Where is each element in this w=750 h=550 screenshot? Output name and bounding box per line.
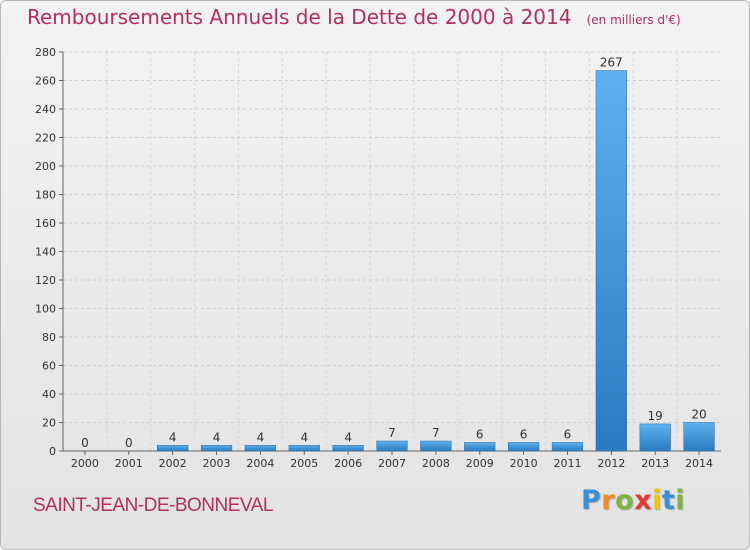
y-tick-label: 280 — [35, 46, 56, 59]
chart-title: Remboursements Annuels de la Dette de 20… — [27, 5, 572, 29]
x-tick-label: 2001 — [115, 457, 143, 470]
bar-value-label: 6 — [476, 427, 484, 441]
y-tick-label: 140 — [35, 246, 56, 259]
bars — [157, 70, 715, 452]
y-tick-label: 160 — [35, 217, 56, 230]
bar — [595, 70, 627, 452]
logo-letter: o — [615, 485, 635, 516]
chart-unit: (en milliers d'€) — [586, 13, 681, 27]
commune-name: SAINT-JEAN-DE-BONNEVAL — [33, 495, 273, 516]
x-tick-label: 2003 — [203, 457, 231, 470]
bar-value-label: 4 — [169, 430, 177, 444]
x-tick-label: 2008 — [422, 457, 450, 470]
x-tick-label: 2014 — [685, 457, 713, 470]
y-tick-label: 180 — [35, 189, 56, 202]
chart-header: Remboursements Annuels de la Dette de 20… — [27, 5, 681, 39]
bar — [683, 422, 715, 452]
y-tick-label: 260 — [35, 75, 56, 88]
bar — [288, 445, 320, 452]
bar — [639, 423, 671, 452]
logo-letter: x — [634, 485, 653, 516]
bar-value-label: 0 — [125, 436, 133, 450]
y-tick-label: 220 — [35, 132, 56, 145]
proxiti-logo: Proxiti — [581, 485, 685, 516]
bar-value-label: 267 — [600, 56, 623, 70]
bar-value-label: 19 — [648, 409, 663, 423]
bar-value-label: 4 — [344, 430, 352, 444]
bar-value-label: 0 — [81, 436, 89, 450]
y-tick-label: 120 — [35, 274, 56, 287]
y-tick-label: 80 — [42, 331, 56, 344]
y-tick-label: 20 — [42, 417, 56, 430]
x-tick-label: 2005 — [290, 457, 318, 470]
bar-value-label: 4 — [257, 430, 265, 444]
x-tick-label: 2007 — [378, 457, 406, 470]
bar-value-label: 4 — [213, 430, 221, 444]
x-tick-label: 2004 — [246, 457, 274, 470]
y-tick-label: 100 — [35, 303, 56, 316]
y-tick-label: 240 — [35, 103, 56, 116]
bar — [551, 442, 584, 452]
y-tick-label: 0 — [49, 445, 56, 458]
bar-value-label: 7 — [388, 426, 396, 440]
x-tick-label: 2012 — [597, 457, 625, 470]
logo-letter: r — [601, 485, 616, 516]
logo-letter: t — [661, 485, 676, 516]
bar-value-label: 7 — [432, 426, 440, 440]
x-tick-label: 2011 — [553, 457, 581, 470]
bar-value-label: 20 — [691, 408, 706, 422]
data-labels: 0 0 4 4 4 4 4 7 7 6 6 6 267 19 20 — [81, 56, 707, 450]
x-tick-label: 2006 — [334, 457, 362, 470]
x-tick-label: 2013 — [641, 457, 669, 470]
bar-value-label: 4 — [300, 430, 308, 444]
y-tick-label: 40 — [42, 388, 56, 401]
bar — [420, 440, 452, 452]
bar — [200, 445, 233, 452]
bar — [332, 445, 364, 452]
x-tick-label: 2009 — [466, 457, 494, 470]
logo-letter: i — [675, 485, 686, 516]
bar — [376, 440, 408, 452]
x-tick-label: 2002 — [159, 457, 187, 470]
logo-letter: i — [652, 485, 662, 516]
bar — [464, 442, 496, 452]
bar — [244, 445, 277, 452]
bar-value-label: 6 — [564, 427, 572, 441]
logo-letter: P — [581, 485, 602, 516]
x-tick-label: 2000 — [71, 457, 99, 470]
bar — [507, 442, 540, 452]
bar-value-label: 6 — [520, 427, 528, 441]
y-tick-label: 60 — [42, 360, 56, 373]
x-tick-label: 2010 — [510, 457, 538, 470]
bar — [157, 445, 189, 452]
y-tick-label: 200 — [35, 160, 56, 173]
